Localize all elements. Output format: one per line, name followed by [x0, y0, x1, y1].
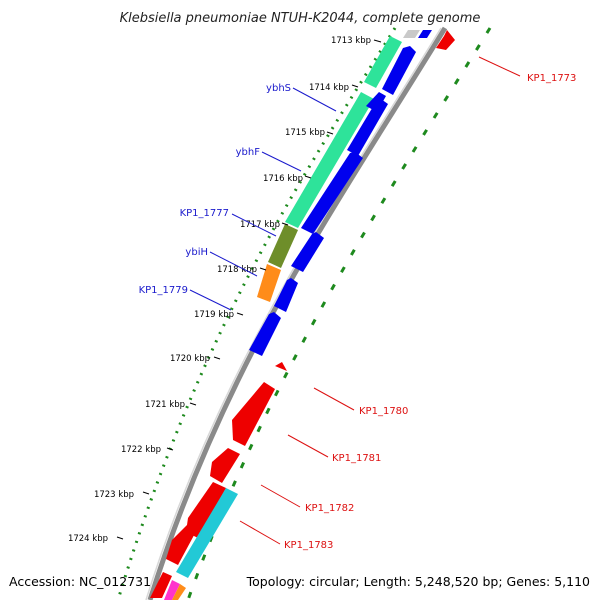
feature-olive: [268, 224, 298, 268]
cds-fwd-6: [274, 278, 298, 312]
feature-orange: [257, 264, 281, 302]
cds-rev-4: [166, 520, 200, 565]
gene-labels-left: ybhS ybhF KP1_1777 ybiH KP1_1779: [139, 83, 337, 311]
cds-fwd-1: [382, 46, 416, 95]
cds-fwd-7: [249, 312, 281, 356]
ruler-label: 1721 kbp: [145, 400, 185, 410]
ruler-label: 1715 kbp: [285, 128, 325, 138]
cds-rev-2: [210, 448, 240, 483]
cds-rev-small: [275, 362, 287, 371]
ruler-label: 1724 kbp: [68, 534, 108, 544]
ruler-label: 1714 kbp: [309, 83, 349, 93]
ruler-label: 1719 kbp: [194, 310, 234, 320]
gene-labels-right: KP1_1773 KP1_1780 KP1_1781 KP1_1782 KP1_…: [239, 56, 576, 551]
map-title: Klebsiella pneumoniae NTUH-K2044, comple…: [120, 11, 481, 26]
cds-fwd-4: [301, 152, 363, 234]
topology-summary: Topology: circular; Length: 5,248,520 bp…: [246, 574, 590, 589]
gene-label: KP1_1777: [180, 208, 229, 219]
ruler-label: 1717 kbp: [240, 220, 280, 230]
inner-dash-ring: [186, 27, 492, 600]
cds-fwd-5: [291, 232, 324, 272]
gene-label: KP1_1780: [359, 406, 408, 417]
cds-rev-1: [232, 382, 275, 446]
cds-cyan: [176, 488, 238, 578]
gene-label: ybiH: [185, 247, 208, 258]
gene-label: ybhS: [266, 83, 291, 94]
ruler-label: 1723 kbp: [94, 490, 134, 500]
cds-rev-5: [150, 572, 172, 598]
ruler: 1713 kbp 1714 kbp 1715 kbp 1716 kbp 1717…: [68, 36, 382, 544]
feature-green-1: [364, 36, 402, 88]
ruler-label: 1722 kbp: [121, 445, 161, 455]
ruler-label: 1720 kbp: [170, 354, 210, 364]
gene-label: KP1_1781: [332, 453, 381, 464]
feature-green-2: [285, 92, 374, 228]
feature-magenta: [164, 580, 180, 600]
feature-top-blue: [418, 30, 432, 38]
gene-label: KP1_1773: [527, 73, 576, 84]
gene-label: KP1_1783: [284, 540, 333, 551]
cds-fwd-3: [347, 99, 388, 156]
backbone-highlight: [145, 27, 442, 600]
feature-bottom-orange: [172, 584, 186, 600]
gene-label: ybhF: [236, 147, 261, 158]
accession-text: Accession: NC_012731: [9, 574, 151, 589]
ruler-label: 1716 kbp: [263, 174, 303, 184]
feature-top-grey: [403, 30, 420, 38]
gene-label: KP1_1779: [139, 285, 188, 296]
gene-label: KP1_1782: [305, 503, 354, 514]
cds-kp1-1773: [436, 30, 455, 50]
ruler-label: 1718 kbp: [217, 265, 257, 275]
ruler-label: 1713 kbp: [331, 36, 371, 46]
